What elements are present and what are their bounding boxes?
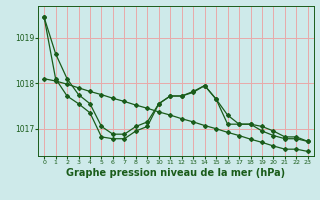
X-axis label: Graphe pression niveau de la mer (hPa): Graphe pression niveau de la mer (hPa) bbox=[67, 168, 285, 178]
